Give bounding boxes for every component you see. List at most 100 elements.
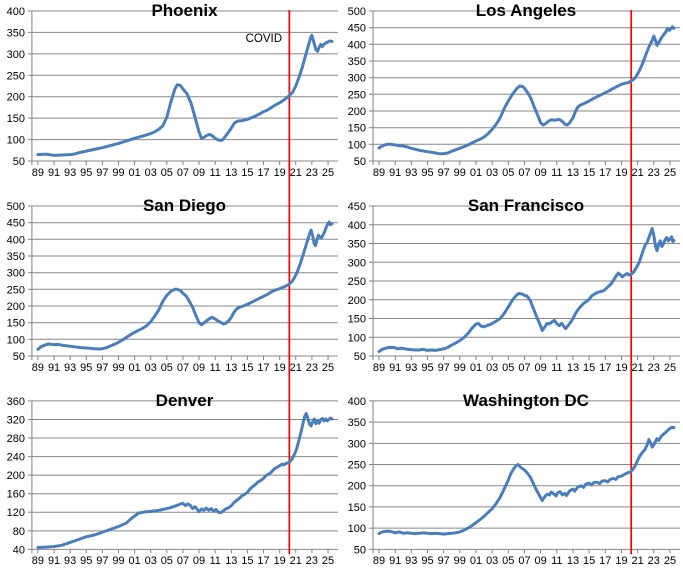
svg-text:21: 21: [290, 167, 302, 179]
svg-text:150: 150: [7, 113, 25, 125]
svg-text:03: 03: [486, 362, 498, 374]
svg-text:05: 05: [502, 555, 514, 567]
svg-text:99: 99: [112, 362, 124, 374]
svg-text:350: 350: [7, 251, 25, 263]
svg-text:93: 93: [405, 555, 417, 567]
svg-text:91: 91: [48, 167, 60, 179]
svg-text:160: 160: [7, 489, 25, 501]
svg-text:07: 07: [518, 555, 530, 567]
svg-text:360: 360: [7, 396, 25, 408]
svg-text:40: 40: [13, 544, 25, 556]
svg-text:400: 400: [7, 234, 25, 246]
svg-text:250: 250: [348, 276, 366, 288]
denver-line-chart: 40 80 120 160 200 240 280 320 360 89 91 93 95 97 99 01 0…: [7, 390, 339, 567]
svg-text:25: 25: [664, 555, 676, 567]
svg-text:89: 89: [32, 362, 44, 374]
svg-text:05: 05: [502, 362, 514, 374]
svg-text:250: 250: [348, 89, 366, 101]
svg-text:25: 25: [322, 167, 334, 179]
svg-text:200: 200: [7, 470, 25, 482]
svg-text:15: 15: [241, 555, 253, 567]
svg-text:200: 200: [348, 481, 366, 493]
svg-text:17: 17: [599, 362, 611, 374]
svg-text:23: 23: [306, 167, 318, 179]
svg-text:19: 19: [274, 362, 286, 374]
svg-text:01: 01: [470, 362, 482, 374]
svg-text:120: 120: [7, 507, 25, 519]
svg-text:350: 350: [7, 27, 25, 39]
svg-text:09: 09: [534, 555, 546, 567]
svg-text:21: 21: [290, 362, 302, 374]
svg-text:15: 15: [583, 362, 595, 374]
svg-text:93: 93: [64, 362, 76, 374]
svg-text:03: 03: [486, 555, 498, 567]
svg-text:01: 01: [470, 555, 482, 567]
svg-text:93: 93: [405, 362, 417, 374]
svg-text:200: 200: [348, 106, 366, 118]
svg-text:07: 07: [177, 167, 189, 179]
svg-text:89: 89: [32, 555, 44, 567]
svg-text:07: 07: [177, 555, 189, 567]
svg-text:95: 95: [421, 167, 433, 179]
svg-text:99: 99: [112, 555, 124, 567]
svg-text:25: 25: [322, 555, 334, 567]
svg-text:19: 19: [615, 362, 627, 374]
svg-text:25: 25: [664, 167, 676, 179]
svg-text:21: 21: [631, 362, 643, 374]
svg-text:03: 03: [486, 167, 498, 179]
svg-text:500: 500: [7, 201, 25, 213]
svg-text:99: 99: [454, 362, 466, 374]
svg-text:03: 03: [145, 167, 157, 179]
svg-text:07: 07: [177, 362, 189, 374]
svg-text:91: 91: [48, 362, 60, 374]
svg-text:89: 89: [32, 167, 44, 179]
svg-text:95: 95: [421, 362, 433, 374]
svg-text:05: 05: [502, 167, 514, 179]
svg-text:200: 200: [7, 301, 25, 313]
svg-text:01: 01: [470, 167, 482, 179]
svg-text:150: 150: [348, 314, 366, 326]
svg-text:11: 11: [551, 167, 562, 179]
chart-title-san-diego: San Diego: [142, 196, 227, 215]
svg-text:91: 91: [389, 362, 401, 374]
svg-text:91: 91: [389, 167, 401, 179]
svg-text:17: 17: [599, 167, 611, 179]
svg-text:300: 300: [7, 268, 25, 280]
svg-text:89: 89: [373, 362, 385, 374]
svg-text:200: 200: [7, 92, 25, 104]
svg-text:50: 50: [354, 156, 366, 168]
san-francisco-line-chart: 50 100 150 200 250 300 350 400 450 89 91 93 95 97 99 01…: [348, 195, 680, 390]
svg-text:11: 11: [209, 555, 220, 567]
svg-text:97: 97: [96, 362, 108, 374]
san-diego-line-chart: 50 100 150 200 250 300 350 400 450 500 89 91 93 95 97 9…: [7, 195, 339, 390]
chart-panel-san-francisco: 50 100 150 200 250 300 350 400 450 89 91 93 95 97 99 01…: [341, 195, 683, 390]
svg-text:15: 15: [583, 167, 595, 179]
chart-title-phoenix: Phoenix: [151, 1, 218, 20]
svg-text:95: 95: [80, 167, 92, 179]
svg-text:19: 19: [615, 555, 627, 567]
svg-text:97: 97: [438, 167, 450, 179]
svg-text:93: 93: [64, 555, 76, 567]
svg-text:09: 09: [534, 167, 546, 179]
svg-text:13: 13: [567, 167, 579, 179]
svg-text:13: 13: [225, 555, 237, 567]
svg-text:93: 93: [405, 167, 417, 179]
svg-text:200: 200: [348, 295, 366, 307]
svg-text:15: 15: [583, 555, 595, 567]
svg-text:09: 09: [193, 362, 205, 374]
svg-text:300: 300: [7, 49, 25, 61]
svg-text:400: 400: [348, 220, 366, 232]
svg-text:01: 01: [129, 555, 141, 567]
svg-text:13: 13: [225, 167, 237, 179]
svg-text:89: 89: [373, 555, 385, 567]
svg-text:93: 93: [64, 167, 76, 179]
svg-text:21: 21: [631, 555, 643, 567]
svg-text:23: 23: [648, 167, 660, 179]
svg-text:320: 320: [7, 414, 25, 426]
svg-text:23: 23: [306, 362, 318, 374]
svg-text:450: 450: [348, 23, 366, 35]
svg-text:450: 450: [7, 218, 25, 230]
chart-title-san-francisco: San Francisco: [467, 196, 585, 215]
svg-text:97: 97: [438, 555, 450, 567]
